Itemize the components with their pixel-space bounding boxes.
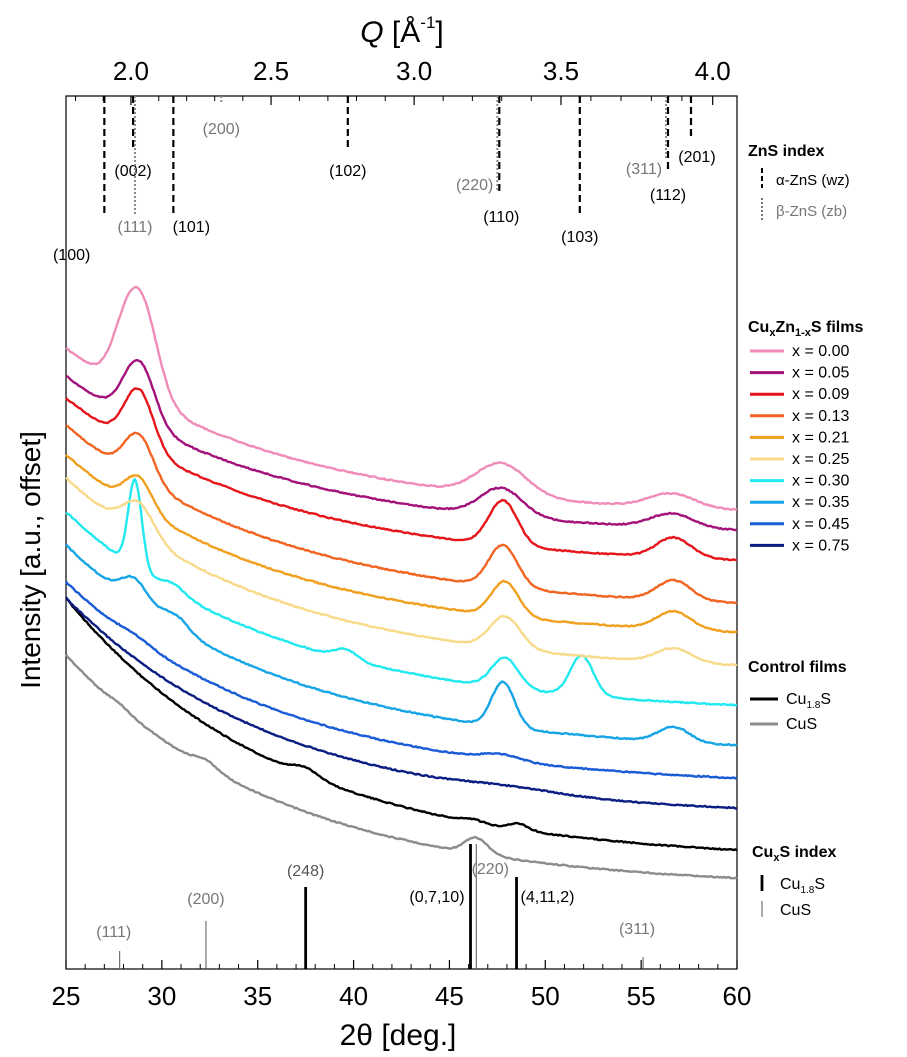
- top-axis-title-q: Q: [360, 16, 383, 49]
- films-legend: CuxZn1-xS films x = 0.00 x = 0.05 x = 0.09…: [748, 319, 863, 554]
- q-tick-label: 3.0: [396, 56, 432, 86]
- series-line: [65, 285, 738, 511]
- legend-label: x = 0.00: [792, 343, 849, 360]
- series-line: [65, 477, 738, 707]
- cu18s-label: (0,7,10): [409, 889, 464, 906]
- x-axis-label: 2θ [deg.]: [340, 1019, 457, 1052]
- q-tick-label: 3.5: [543, 56, 579, 86]
- alpha-zns-label: (101): [173, 219, 210, 236]
- alpha-zns-label: (002): [114, 163, 151, 180]
- cu18s-label: (4,11,2): [521, 889, 575, 906]
- x-tick-label: 55: [627, 981, 656, 1011]
- x-tick-label: 35: [243, 981, 272, 1011]
- control-legend-title: Control films: [748, 659, 847, 676]
- x-tick-label: 50: [531, 981, 560, 1011]
- control-legend: Control films Cu1.8S CuS: [748, 659, 847, 733]
- bottom-axis: 25 30 35 40 45 50 55 60: [52, 960, 752, 1011]
- alpha-zns-label: (100): [53, 247, 90, 264]
- series-line: [65, 653, 738, 880]
- beta-zns-label: (311): [626, 161, 662, 178]
- cus-label: (200): [187, 891, 224, 908]
- series-line: [65, 476, 738, 667]
- q-tick-label: 2.0: [113, 56, 149, 86]
- alpha-zns-label: (110): [483, 209, 519, 226]
- legend-label: x = 0.05: [792, 365, 849, 382]
- x-tick-label: 60: [723, 981, 752, 1011]
- top-axis-title-unit: [Å: [384, 16, 421, 49]
- cus-label: (220): [472, 861, 509, 878]
- alpha-zns-label: (201): [678, 149, 715, 166]
- series-lines: [65, 285, 738, 880]
- series-line: [65, 454, 738, 634]
- cuxs-index-lines: (248) (0,7,10) (4,11,2) (111) (200) (220) (311…: [96, 844, 655, 969]
- legend-label: x = 0.45: [792, 516, 849, 533]
- alpha-zns-label: (103): [561, 229, 598, 246]
- q-tick-label: 2.5: [253, 56, 289, 86]
- beta-zns-label: (220): [456, 177, 493, 194]
- legend-label: x = 0.13: [792, 408, 849, 425]
- top-axis-title: Q [Å-1]: [360, 13, 444, 49]
- y-axis-label: Intensity [a.u., offset]: [15, 431, 46, 689]
- q-tick-label: 4.0: [695, 56, 731, 86]
- alpha-zns-label: (102): [329, 163, 366, 180]
- top-axis: 2.0 2.5 3.0 3.5 4.0: [75, 56, 731, 105]
- series-line: [65, 596, 738, 852]
- films-legend-title: CuxZn1-xS films: [748, 319, 863, 339]
- legend-label: x = 0.25: [792, 451, 849, 468]
- control-legend-label: CuS: [786, 716, 817, 733]
- top-axis-title-sup: -1: [420, 13, 435, 32]
- series-line: [65, 543, 738, 747]
- legend-label: x = 0.21: [792, 429, 849, 446]
- beta-zns-label: (200): [203, 121, 240, 138]
- series-line: [65, 387, 737, 562]
- series-line: [65, 424, 738, 605]
- zns-index-legend: ZnS index α-ZnS (wz) β-ZnS (zb): [748, 143, 850, 220]
- series-line: [65, 596, 738, 810]
- plot-frame: [65, 95, 738, 970]
- cuxs-index-title: CuxS index: [752, 844, 836, 864]
- x-tick-label: 30: [147, 981, 176, 1011]
- zns-index-lines: (100) (002) (101) (102) (110) (103) (112) (201)…: [53, 96, 716, 264]
- cuxs-legend-label: CuS: [780, 902, 811, 919]
- legend-label: x = 0.75: [792, 537, 849, 554]
- alpha-zns-label: (112): [650, 187, 686, 204]
- cus-label: (311): [619, 921, 655, 938]
- cuxs-index-legend: CuxS index Cu1.8S CuS: [752, 844, 836, 919]
- cus-label: (111): [96, 924, 131, 941]
- top-axis-title-close: ]: [435, 16, 443, 49]
- control-legend-label: Cu1.8S: [786, 691, 831, 711]
- series-line: [65, 359, 738, 532]
- zns-index-title: ZnS index: [748, 143, 825, 160]
- legend-label: x = 0.09: [792, 386, 849, 403]
- beta-zns-label: β-ZnS (zb): [776, 203, 847, 220]
- legend-label: x = 0.35: [792, 494, 849, 511]
- x-tick-label: 25: [52, 981, 81, 1011]
- alpha-zns-label: α-ZnS (wz): [776, 172, 850, 189]
- series-line: [65, 580, 738, 780]
- x-tick-label: 40: [339, 981, 368, 1011]
- cuxs-legend-label: Cu1.8S: [780, 876, 825, 896]
- beta-zns-label: (111): [118, 219, 153, 236]
- cu18s-label: (248): [287, 863, 324, 880]
- x-tick-label: 45: [435, 981, 464, 1011]
- legend-label: x = 0.30: [792, 473, 849, 490]
